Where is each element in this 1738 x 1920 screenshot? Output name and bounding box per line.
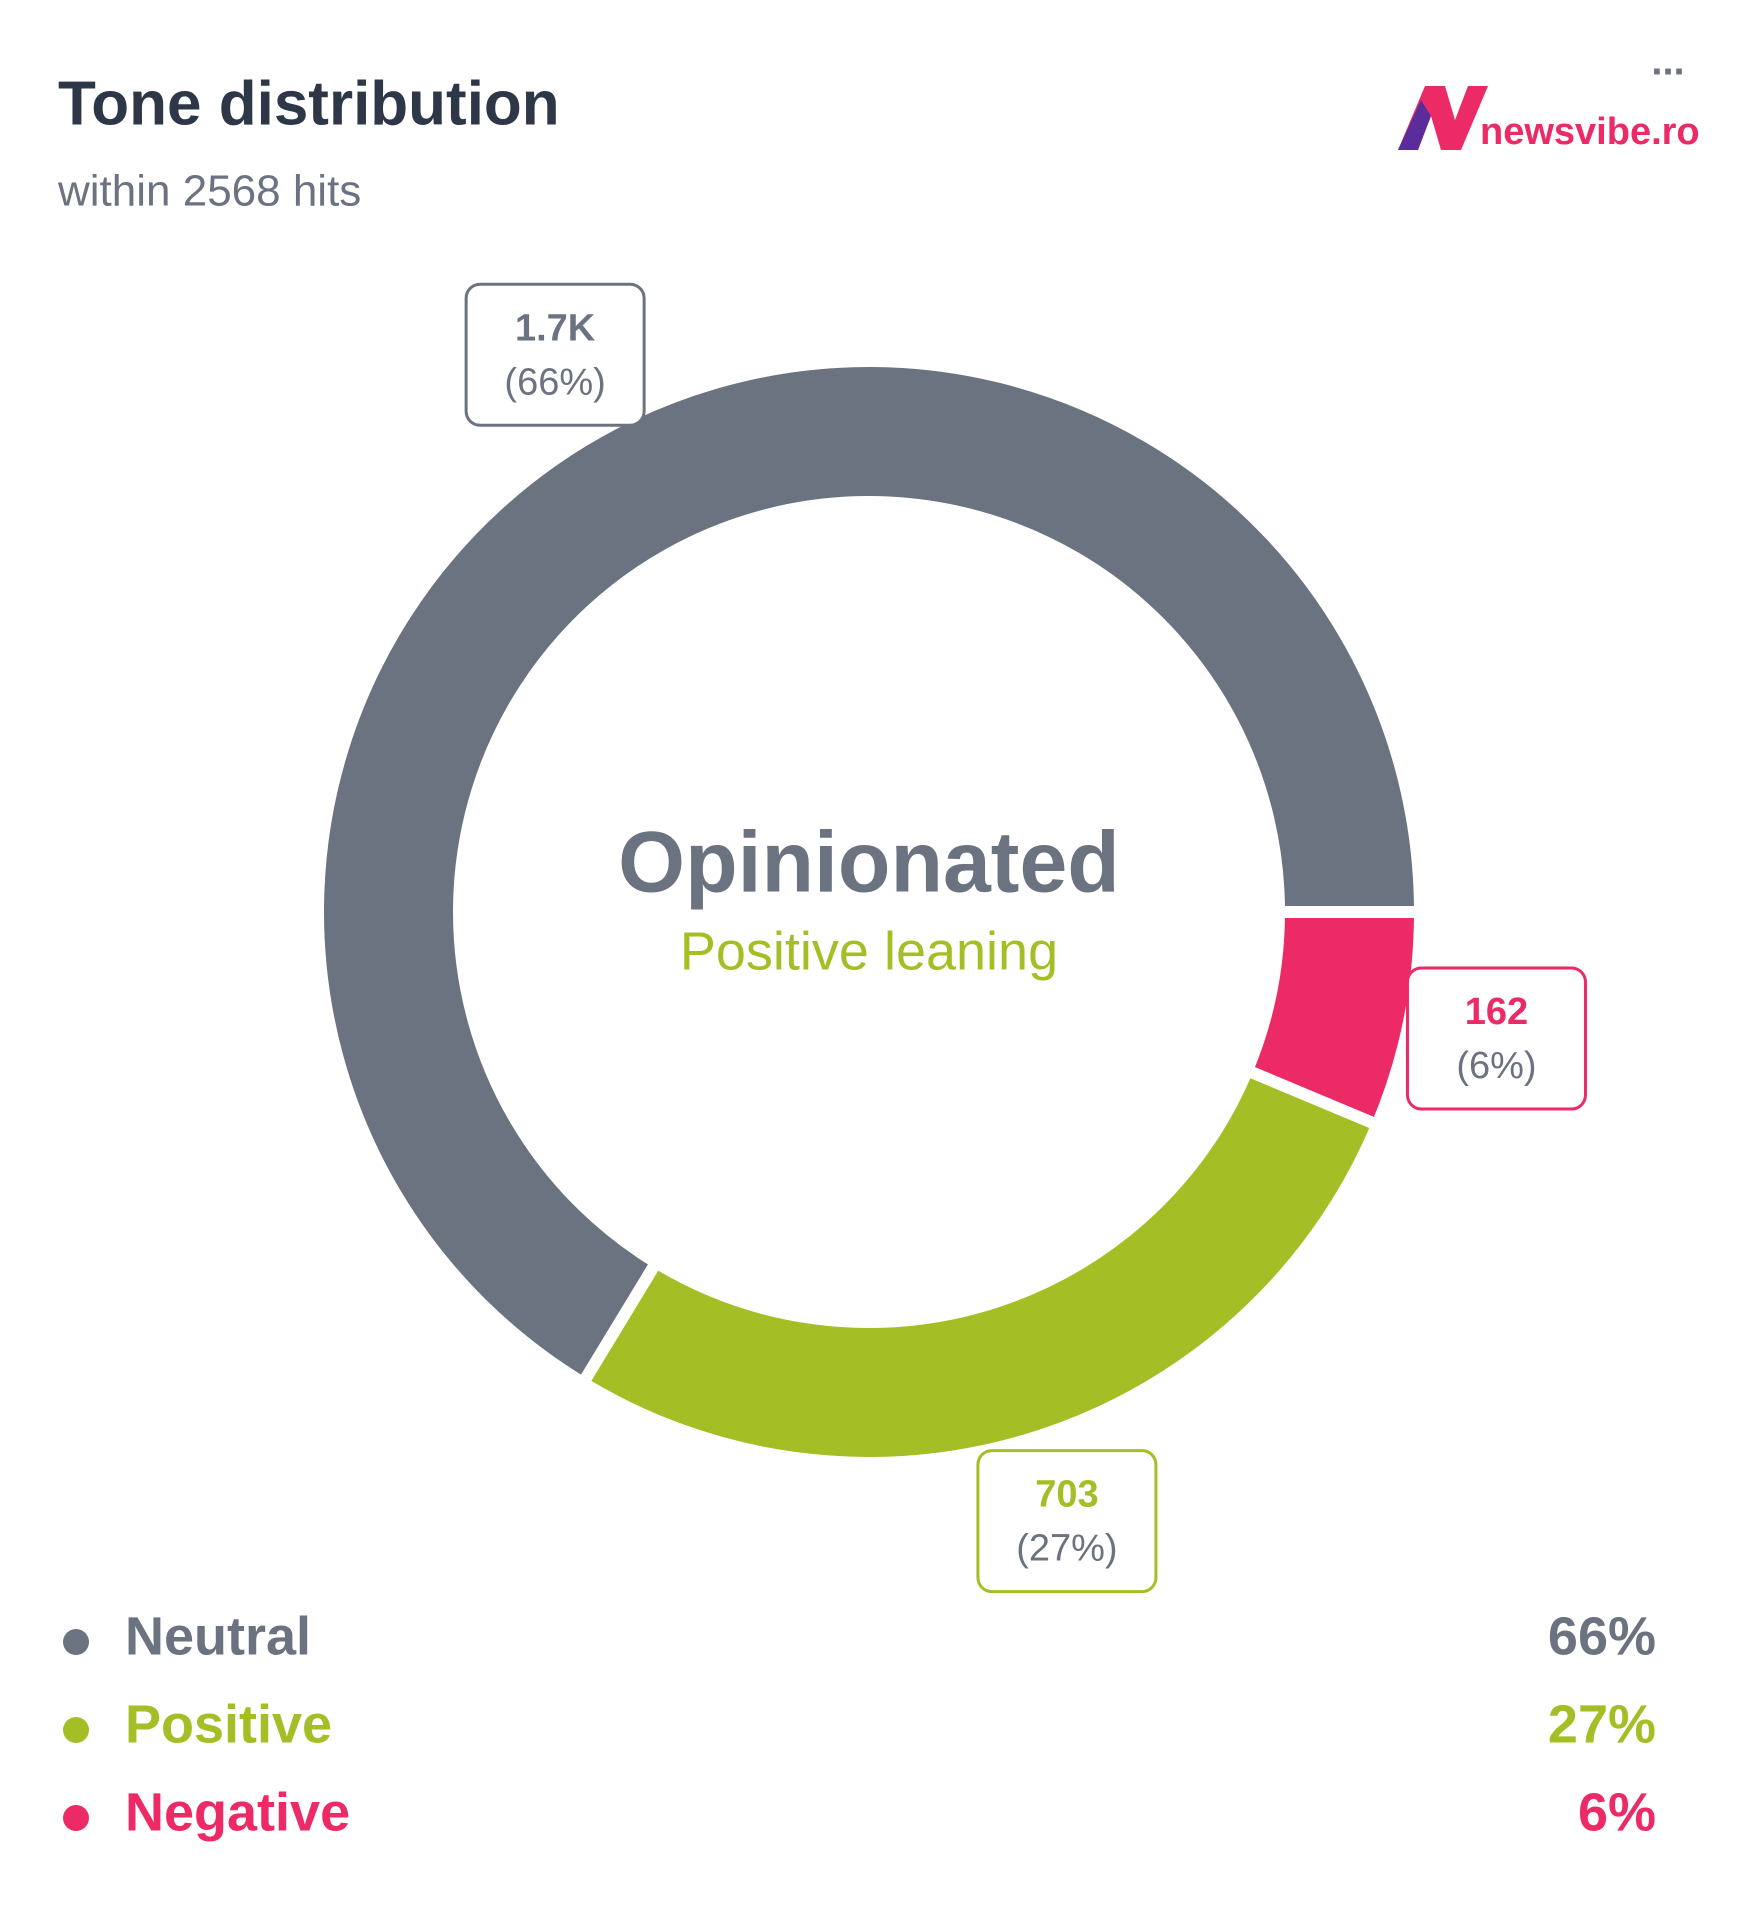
legend-percent: 27% bbox=[1548, 1694, 1656, 1754]
legend-percent: 66% bbox=[1548, 1606, 1656, 1666]
legend-label: Positive bbox=[125, 1694, 332, 1754]
value-label: 703 bbox=[1035, 1474, 1098, 1516]
legend-marker bbox=[63, 1717, 89, 1743]
percent-label: (6%) bbox=[1456, 1045, 1536, 1087]
chart-subtitle: within 2568 hits bbox=[57, 167, 361, 216]
donut-segment bbox=[1239, 906, 1427, 1133]
chart-title: Tone distribution bbox=[58, 69, 560, 138]
donut-segment bbox=[574, 1062, 1386, 1469]
brand-logo: newsvibe.ro bbox=[1398, 86, 1700, 153]
legend-marker bbox=[63, 1629, 89, 1655]
legend-label: Neutral bbox=[125, 1606, 311, 1666]
donut-segment bbox=[312, 355, 1427, 1392]
center-subtitle: Positive leaning bbox=[680, 921, 1058, 981]
value-label-box bbox=[976, 1449, 1158, 1594]
legend-marker bbox=[63, 1805, 89, 1831]
legend-label: Negative bbox=[125, 1782, 350, 1842]
value-label-box bbox=[1405, 966, 1587, 1111]
value-label: 162 bbox=[1465, 991, 1528, 1033]
logo-icon-accent bbox=[1398, 100, 1431, 150]
brand-name: newsvibe.ro bbox=[1480, 111, 1700, 153]
menu-button[interactable]: ... bbox=[1651, 40, 1684, 84]
legend-percent: 6% bbox=[1578, 1782, 1656, 1842]
value-label-box bbox=[464, 282, 646, 427]
percent-label: (66%) bbox=[504, 361, 605, 403]
value-label: 1.7K bbox=[515, 307, 596, 349]
percent-label: (27%) bbox=[1016, 1528, 1117, 1570]
center-title: Opinionated bbox=[618, 815, 1120, 911]
